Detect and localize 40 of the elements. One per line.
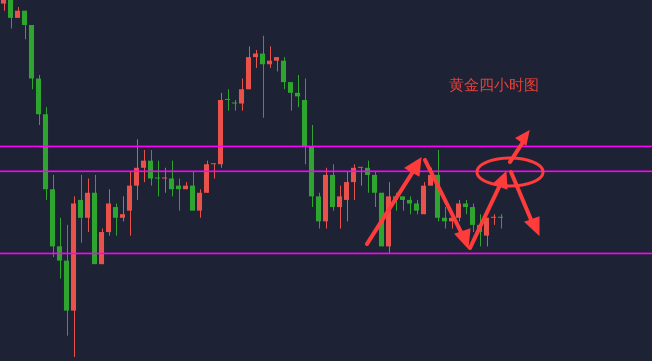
candlestick xyxy=(260,35,266,118)
text: 黄金四小时图 xyxy=(449,76,539,95)
candlestick xyxy=(498,214,504,229)
candlestick xyxy=(294,74,300,108)
candlestick xyxy=(336,185,342,229)
candlestick xyxy=(238,78,244,112)
candlestick xyxy=(120,196,126,222)
candlestick xyxy=(274,56,280,72)
candlestick xyxy=(224,88,230,112)
candlestick xyxy=(154,160,160,197)
candlestick xyxy=(252,49,258,68)
candlestick xyxy=(344,170,350,222)
candlestick xyxy=(8,0,14,30)
candlestick xyxy=(168,160,174,197)
candlestick xyxy=(280,56,286,90)
candlestick xyxy=(0,0,6,12)
candlestick xyxy=(462,199,468,215)
candlestick xyxy=(490,214,496,226)
candlestick xyxy=(400,196,406,212)
candlestick xyxy=(112,202,118,236)
candlestick xyxy=(442,206,448,229)
candlestick xyxy=(196,188,202,218)
candlestick xyxy=(232,99,238,112)
candlestick xyxy=(148,149,154,186)
candlestick xyxy=(470,202,476,233)
candlestick xyxy=(162,167,168,194)
candlestick xyxy=(210,163,216,179)
candlestick xyxy=(372,170,378,208)
candlestick xyxy=(414,199,420,215)
candlestick xyxy=(22,10,28,40)
candlestick xyxy=(266,46,272,68)
candlestick xyxy=(456,199,462,222)
candlestick xyxy=(14,6,20,18)
candlestick xyxy=(484,217,490,247)
candlestick xyxy=(176,178,182,212)
candlestick xyxy=(140,149,146,183)
candlestick xyxy=(78,174,84,244)
candlestick xyxy=(406,196,412,215)
candlestick xyxy=(358,166,364,186)
candlestick xyxy=(288,82,294,112)
